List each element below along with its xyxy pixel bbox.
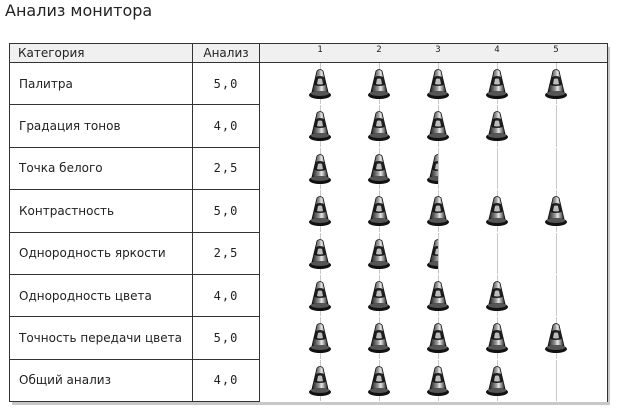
- header-category: Категория: [9, 43, 193, 63]
- row-category: Контрастность: [9, 189, 193, 233]
- scale-tick-4: 4: [494, 45, 500, 55]
- traffic-cone-icon: [367, 68, 391, 102]
- row-rating-bar: [259, 359, 608, 402]
- traffic-cone-icon: [308, 195, 332, 229]
- row-category: Точка белого: [9, 146, 193, 191]
- traffic-cone-icon: [426, 365, 450, 399]
- traffic-cone-icon: [308, 153, 332, 187]
- grid-line: [438, 232, 439, 274]
- scale-tick-3: 3: [435, 45, 441, 55]
- scale-tick-1: 1: [317, 45, 323, 55]
- traffic-cone-icon: [485, 68, 509, 102]
- traffic-cone-icon: [485, 195, 509, 229]
- row-rating-bar: [259, 274, 608, 317]
- row-rating-bar: [259, 62, 608, 105]
- traffic-cone-icon: [367, 322, 391, 356]
- scale-tick-2: 2: [376, 45, 382, 55]
- traffic-cone-icon: [308, 110, 332, 144]
- row-score: 4,0: [192, 273, 260, 318]
- traffic-cone-icon: [367, 238, 391, 272]
- row-score: 5,0: [192, 316, 260, 360]
- traffic-cone-icon: [426, 195, 450, 229]
- table-header-row: Категория Анализ 1 2 3 4 5: [9, 43, 608, 63]
- page-title: Анализ монитора: [5, 1, 153, 20]
- traffic-cone-icon: [308, 68, 332, 102]
- traffic-cone-icon: [426, 110, 450, 144]
- grid-line: [438, 147, 439, 190]
- table-row: Однородность цвета 4,0: [9, 273, 608, 318]
- traffic-cone-icon: [308, 238, 332, 272]
- traffic-cone-icon: [485, 280, 509, 314]
- row-score: 2,5: [192, 231, 260, 275]
- traffic-cone-icon: [544, 322, 568, 356]
- header-score: Анализ: [192, 43, 260, 63]
- traffic-cone-icon: [544, 195, 568, 229]
- traffic-cone-icon: [485, 110, 509, 144]
- table-row: Общий анализ 4,0: [9, 358, 608, 403]
- traffic-cone-icon: [308, 365, 332, 399]
- traffic-cone-icon: [367, 195, 391, 229]
- grid-line: [556, 274, 557, 317]
- header-scale: 1 2 3 4 5: [259, 43, 608, 63]
- row-rating-bar: [259, 189, 608, 232]
- row-rating-bar: [259, 104, 608, 148]
- traffic-cone-icon: [308, 322, 332, 356]
- row-score: 5,0: [192, 61, 260, 106]
- grid-line: [556, 232, 557, 274]
- table-row: Контрастность 5,0: [9, 189, 608, 233]
- traffic-cone-icon: [308, 280, 332, 314]
- grid-line: [556, 147, 557, 190]
- grid-line: [556, 359, 557, 401]
- row-category: Палитра: [9, 61, 193, 106]
- traffic-cone-icon: [367, 110, 391, 144]
- traffic-cone-icon: [426, 153, 438, 187]
- table-row: Однородность яркости 2,5: [9, 231, 608, 275]
- row-category: Градация тонов: [9, 104, 193, 148]
- table-row: Точность передачи цвета 5,0: [9, 316, 608, 360]
- row-score: 4,0: [192, 358, 260, 403]
- traffic-cone-icon: [426, 280, 450, 314]
- row-rating-bar: [259, 232, 608, 275]
- row-category: Точность передачи цвета: [9, 316, 193, 360]
- traffic-cone-icon: [426, 68, 450, 102]
- grid-line: [556, 105, 557, 147]
- grid-line: [497, 232, 498, 274]
- row-rating-bar: [259, 147, 608, 190]
- table-row: Градация тонов 4,0: [9, 104, 608, 148]
- row-score: 5,0: [192, 189, 260, 233]
- row-category: Общий анализ: [9, 358, 193, 403]
- row-rating-bar: [259, 316, 608, 360]
- scale-tick-5: 5: [553, 45, 559, 55]
- table-row: Точка белого 2,5: [9, 146, 608, 191]
- table-row: Палитра 5,0: [9, 61, 608, 106]
- row-score: 2,5: [192, 146, 260, 191]
- traffic-cone-icon: [367, 365, 391, 399]
- traffic-cone-icon: [426, 238, 438, 272]
- traffic-cone-icon: [367, 280, 391, 314]
- traffic-cone-icon: [544, 68, 568, 102]
- traffic-cone-icon: [426, 322, 450, 356]
- row-category: Однородность яркости: [9, 231, 193, 275]
- row-score: 4,0: [192, 104, 260, 148]
- traffic-cone-icon: [485, 365, 509, 399]
- grid-line: [497, 147, 498, 190]
- traffic-cone-icon: [367, 153, 391, 187]
- traffic-cone-icon: [485, 322, 509, 356]
- row-category: Однородность цвета: [9, 273, 193, 318]
